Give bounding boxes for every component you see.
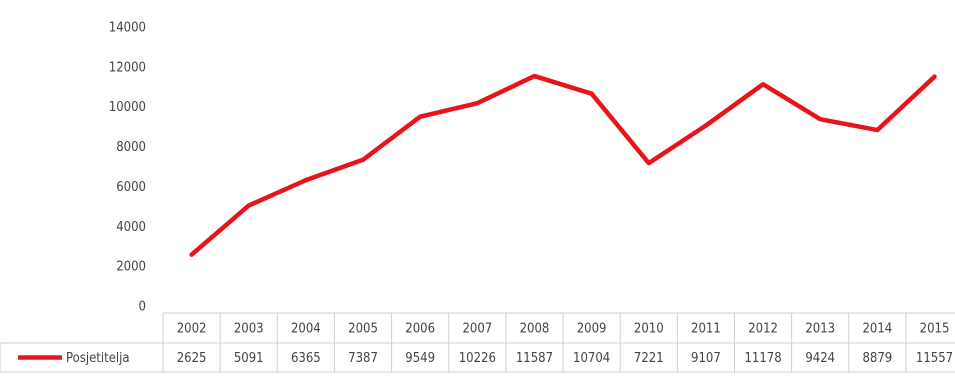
table-value: 11557 — [916, 351, 953, 366]
table-value: 5091 — [234, 351, 264, 366]
table-value: 7221 — [634, 351, 664, 366]
table-value: 8879 — [862, 351, 892, 366]
x-tick-label: 2015 — [920, 322, 950, 337]
x-tick-label: 2005 — [348, 322, 378, 337]
y-tick-label: 4000 — [116, 220, 146, 235]
y-tick-label: 10000 — [109, 100, 146, 115]
series-line — [189, 73, 937, 257]
x-tick-label: 2014 — [862, 322, 892, 337]
table-value: 7387 — [348, 351, 378, 366]
y-tick-label: 0 — [139, 300, 146, 315]
y-tick-label: 2000 — [116, 260, 146, 275]
x-tick-label: 2009 — [577, 322, 607, 337]
table-value: 9107 — [691, 351, 721, 366]
table-value: 10704 — [573, 351, 610, 366]
x-tick-label: 2010 — [634, 322, 664, 337]
x-tick-label: 2008 — [520, 322, 550, 337]
y-tick-label: 8000 — [116, 140, 146, 155]
x-tick-label: 2007 — [462, 322, 492, 337]
x-tick-label: 2003 — [234, 322, 264, 337]
x-tick-label: 2004 — [291, 322, 321, 337]
y-tick-label: 6000 — [116, 180, 146, 195]
table-value: 9549 — [405, 351, 435, 366]
y-tick-label: 14000 — [109, 21, 146, 36]
legend-label: Posjetitelja — [66, 351, 130, 366]
y-tick-label: 12000 — [109, 60, 146, 75]
table-value: 9424 — [805, 351, 835, 366]
x-tick-label: 2011 — [691, 322, 721, 337]
x-tick-label: 2006 — [405, 322, 435, 337]
table-value: 2625 — [177, 351, 207, 366]
table-value: 11587 — [516, 351, 553, 366]
x-tick-label: 2002 — [177, 322, 207, 337]
table-value: 10226 — [459, 351, 496, 366]
table-value: 6365 — [291, 351, 321, 366]
table-value: 11178 — [744, 351, 781, 366]
x-tick-label: 2012 — [748, 322, 778, 337]
x-tick-label: 2013 — [805, 322, 835, 337]
